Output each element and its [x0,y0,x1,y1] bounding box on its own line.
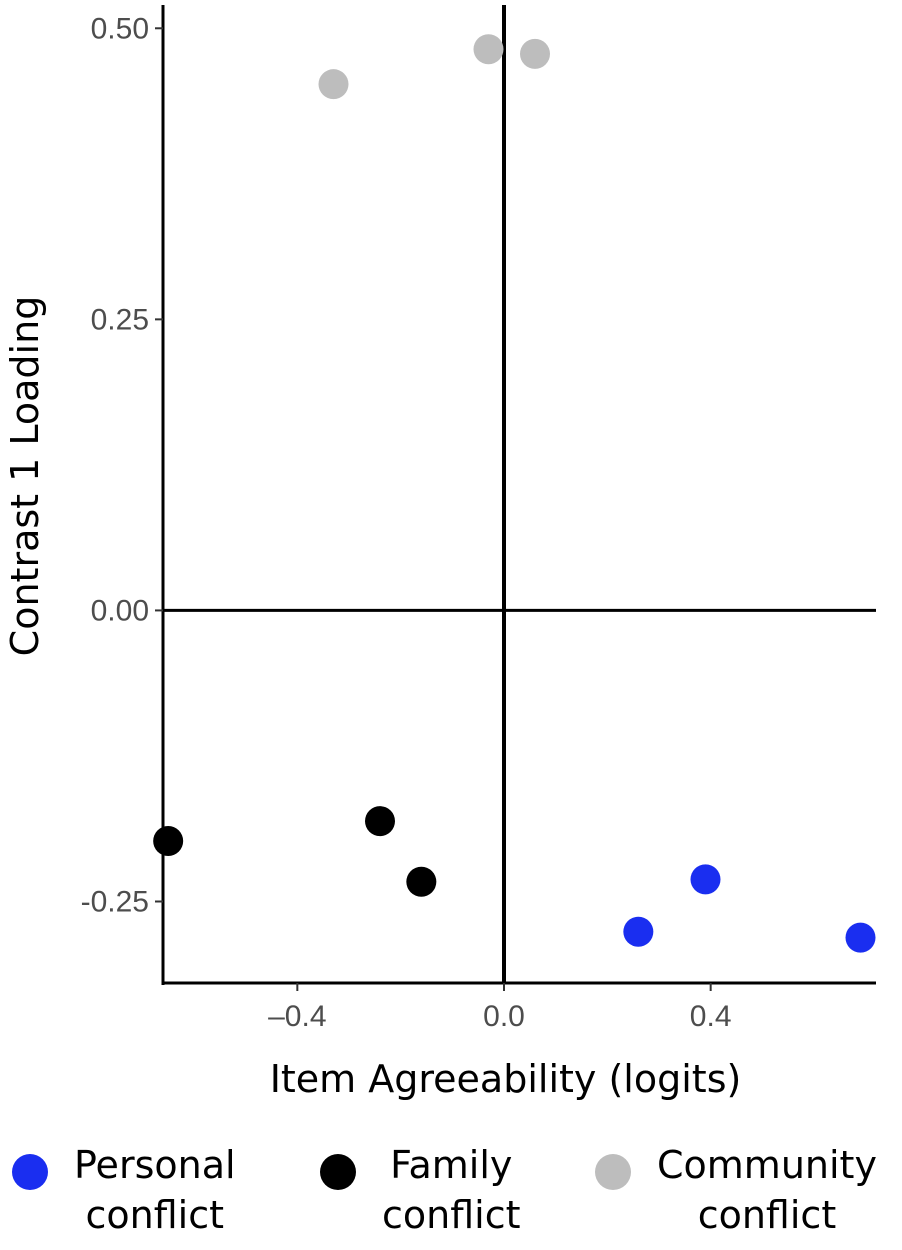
legend-label-line: Community [657,1143,877,1187]
legend-item-1: Family conflict [320,1140,521,1240]
y-tick-label: 0.00 [91,594,149,627]
data-point-series-0 [690,864,721,895]
data-points [153,34,876,953]
axes [161,5,876,985]
y-tick-label: -0.25 [81,886,149,919]
data-point-series-1 [153,825,184,856]
y-tick-label: 0.25 [91,303,149,336]
legend-label-line: conflict [382,1193,521,1237]
y-axis-title: Contrast 1 Loading [3,296,47,657]
x-axis-title: Item Agreeability (logits) [270,1057,742,1101]
legend-label: Personal conflict [74,1140,236,1240]
legend-swatch [12,1154,48,1190]
legend-label-line: conflict [697,1193,837,1237]
data-point-series-0 [845,922,876,953]
legend-label-line: Personal [74,1143,236,1187]
data-point-series-1 [365,806,395,837]
data-point-series-1 [406,866,437,897]
x-tick-label: –0.4 [268,1000,326,1033]
legend-label-line: conflict [85,1193,225,1237]
legend-item-0: Personal conflict [12,1140,236,1240]
data-point-series-2 [473,34,504,65]
ticks: 0.50 0.25 0.00 -0.25 –0.4 0.0 0.4 [81,12,732,1033]
legend-swatch [320,1154,356,1190]
legend-label: Community conflict [657,1140,877,1240]
x-tick-label: 0.4 [690,1000,732,1033]
legend-label-line: Family [390,1143,513,1187]
data-point-series-2 [318,69,349,100]
data-point-series-0 [623,916,654,947]
x-tick-label: 0.0 [483,1000,525,1033]
legend: Personal conflict Family conflict Community c… [0,1140,902,1250]
legend-item-2: Community conflict [595,1140,877,1240]
data-point-series-2 [520,38,550,69]
legend-label: Family conflict [382,1140,521,1240]
y-tick-label: 0.50 [91,12,149,45]
legend-swatch [595,1154,631,1190]
scatter-chart: 0.50 0.25 0.00 -0.25 –0.4 0.0 0.4 Item Agreeab… [3,5,876,1101]
reference-lines [163,5,876,983]
